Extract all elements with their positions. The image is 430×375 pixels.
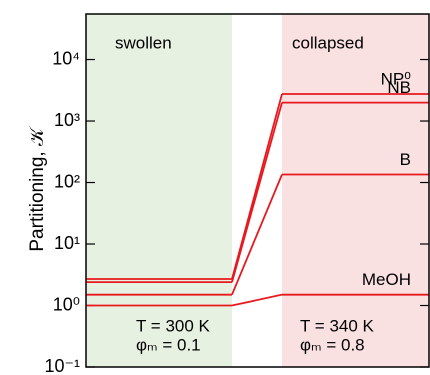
series-label: NP⁰ [381, 69, 412, 88]
y-tick-label: 10¹ [54, 233, 80, 253]
y-axis-label: Partitioning, 𝒦 [27, 126, 48, 252]
y-tick-label: 10⁻¹ [44, 356, 80, 375]
region-label: collapsed [292, 33, 364, 52]
y-tick-label: 10⁰ [53, 294, 80, 314]
region-band [86, 14, 232, 367]
region-label: swollen [115, 33, 172, 52]
series-connector [231, 293, 283, 307]
y-tick-label: 10³ [54, 110, 80, 130]
annotation: T = 340 K [300, 316, 375, 335]
annotation: φₘ = 0.1 [136, 335, 201, 354]
series-connector [231, 102, 283, 283]
series-connector [231, 174, 283, 296]
region-band [282, 14, 429, 367]
plot-frame [85, 13, 430, 368]
y-tick-label: 10² [54, 171, 80, 191]
series-label: B [400, 150, 411, 169]
series-connector [231, 93, 283, 280]
y-tick-label: 10⁴ [52, 48, 80, 68]
series-label: NB [387, 78, 411, 97]
annotation: φₘ = 0.8 [300, 335, 365, 354]
annotation: T = 300 K [136, 316, 211, 335]
series-label: MeOH [362, 270, 411, 289]
